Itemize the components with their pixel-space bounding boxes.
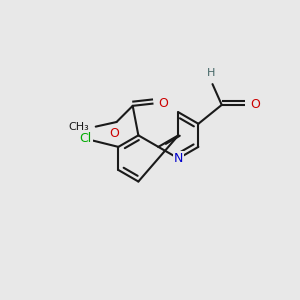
Text: H: H: [207, 68, 215, 78]
Text: N: N: [174, 152, 183, 165]
Text: O: O: [250, 98, 260, 111]
Text: O: O: [109, 127, 119, 140]
Text: CH₃: CH₃: [68, 122, 89, 132]
Text: Cl: Cl: [80, 132, 92, 145]
Text: O: O: [159, 97, 168, 110]
